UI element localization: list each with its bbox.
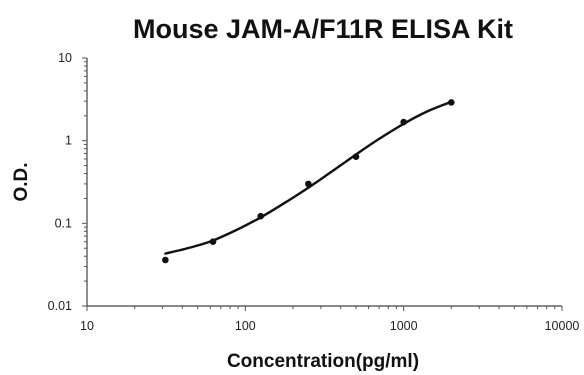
data-points — [162, 99, 455, 264]
data-point — [352, 153, 360, 160]
major-ticks — [82, 57, 563, 311]
data-point — [305, 180, 312, 188]
fit-curve — [164, 100, 453, 255]
x-tick-label: 100 — [235, 319, 256, 333]
y-tick-label: 1 — [65, 134, 72, 148]
y-tick-label: 0.01 — [48, 299, 72, 313]
x-axis-label: Concentration(pg/ml) — [227, 351, 419, 372]
data-point — [448, 99, 455, 106]
data-point — [162, 256, 169, 264]
y-tick-label: 10 — [58, 51, 72, 65]
y-tick-label: 0.1 — [55, 216, 72, 230]
x-tick-label: 10 — [80, 319, 94, 333]
x-tick-label: 1000 — [390, 319, 418, 333]
x-tick-label: 10000 — [545, 319, 580, 333]
minor-ticks — [84, 61, 556, 309]
y-axis-label: O.D. — [11, 162, 32, 201]
data-point — [209, 238, 217, 245]
data-point — [400, 118, 407, 126]
tick-labels: 0.01 0.1 1 10 10 100 1000 10000 — [48, 51, 580, 333]
data-point — [257, 212, 264, 220]
chart-title: Mouse JAM-A/F11R ELISA Kit — [133, 14, 513, 44]
